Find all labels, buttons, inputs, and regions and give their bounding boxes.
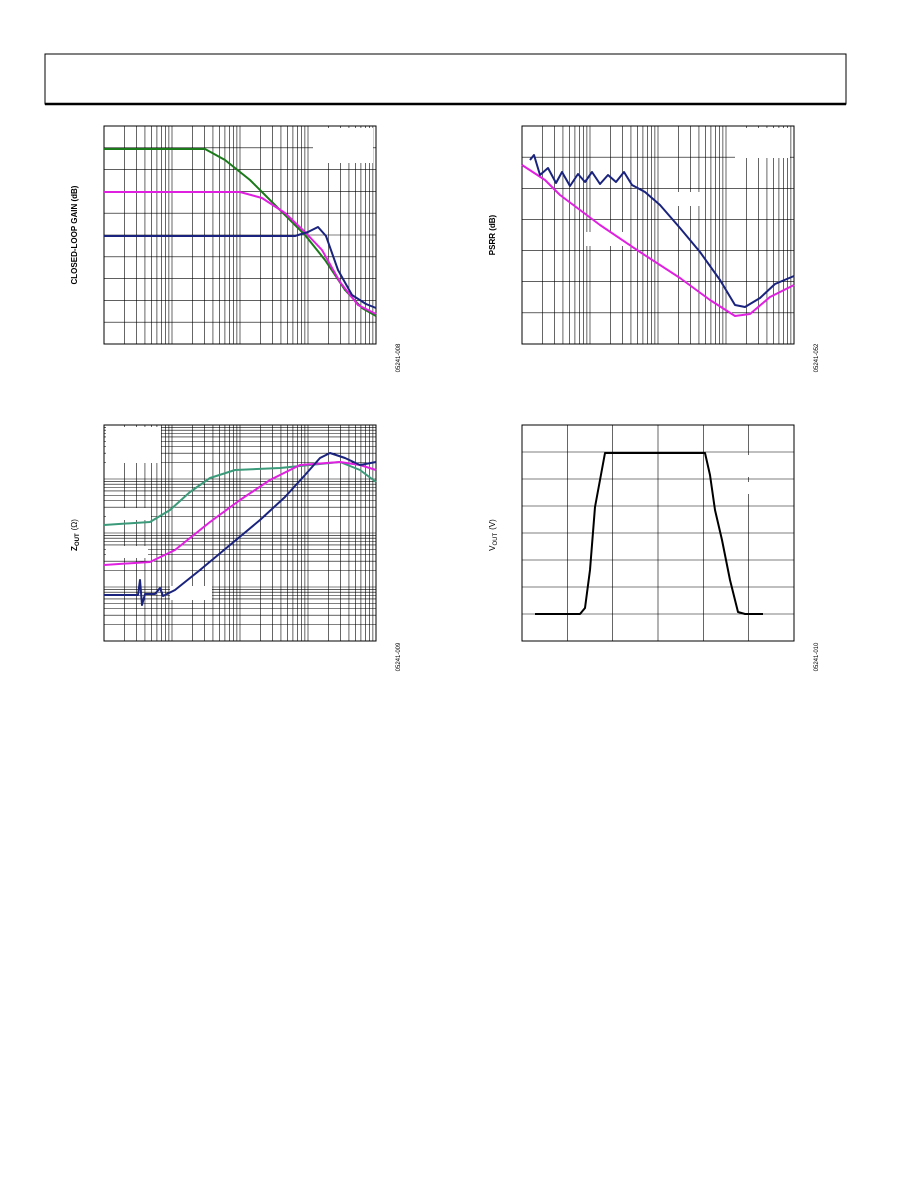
label-area bbox=[170, 586, 212, 600]
legend-area bbox=[313, 128, 373, 163]
legend-area bbox=[106, 427, 161, 463]
legend-area bbox=[735, 128, 790, 158]
label-area bbox=[665, 192, 703, 206]
label-sub: OUT bbox=[75, 533, 81, 546]
header-box bbox=[44, 53, 847, 105]
label-area bbox=[106, 508, 151, 520]
figure-code: 05241-010 bbox=[814, 642, 820, 671]
label-unit: (V) bbox=[488, 519, 497, 530]
y-axis-label: VOUT (V) bbox=[488, 519, 499, 551]
curve bbox=[529, 154, 795, 308]
label-area bbox=[705, 455, 750, 477]
figure-code: 05241-009 bbox=[396, 642, 402, 671]
curve bbox=[104, 452, 377, 606]
curve bbox=[535, 452, 763, 615]
y-axis-label: PSRR (dB) bbox=[488, 214, 497, 255]
curve bbox=[521, 164, 795, 317]
figure-code: 05241-052 bbox=[814, 343, 820, 372]
label-sub: OUT bbox=[493, 533, 499, 546]
curve bbox=[103, 461, 377, 526]
curve bbox=[103, 461, 377, 566]
label-area bbox=[585, 232, 623, 246]
plot-frame bbox=[521, 125, 795, 345]
figure-code: 05241-008 bbox=[396, 343, 402, 372]
y-axis-label: ZOUT (Ω) bbox=[70, 519, 81, 551]
label-main: Z bbox=[70, 546, 79, 551]
y-axis-label: CLOSED-LOOP GAIN (dB) bbox=[70, 185, 79, 284]
plot-frame bbox=[521, 424, 795, 642]
label-main: V bbox=[488, 545, 497, 551]
label-unit: (Ω) bbox=[70, 519, 79, 531]
curve bbox=[104, 226, 377, 309]
plot-frame bbox=[103, 424, 377, 642]
label-area bbox=[106, 546, 148, 558]
label-area bbox=[738, 482, 792, 494]
